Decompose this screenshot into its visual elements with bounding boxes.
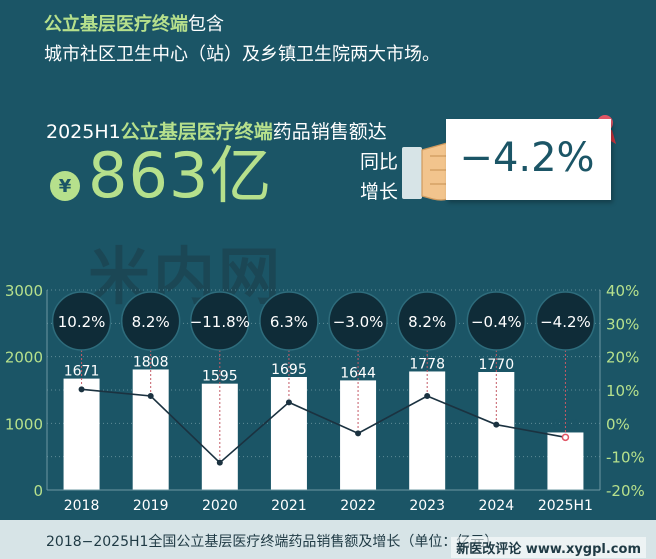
total-sales-value: 863亿	[88, 139, 273, 212]
bar-value-label: 1595	[202, 369, 238, 385]
bar	[132, 369, 169, 490]
growth-point	[147, 393, 154, 399]
left-tick-label: 1000	[5, 415, 43, 433]
bars	[63, 369, 584, 490]
growth-line-path	[81, 388, 566, 464]
growth-label: −0.4%	[471, 313, 522, 331]
watermark: 米内网	[88, 240, 284, 313]
source-watermark: 新医改评论 www.xygpl.com	[451, 537, 646, 558]
growth-bubble	[120, 291, 181, 351]
intro-line-2-prefix: 城市社区卫生中心（站）及乡镇卫生院	[44, 44, 350, 65]
yoy-value: −4.2%	[459, 135, 595, 181]
bar	[478, 372, 515, 490]
growth-label: 6.3%	[270, 313, 308, 331]
growth-label: −3.0%	[333, 313, 384, 331]
x-tick-label: 2022	[340, 498, 376, 514]
right-tick-label: 20%	[606, 349, 639, 367]
left-tick-label: 2000	[5, 349, 43, 367]
growth-bubble	[259, 291, 319, 351]
right-tick-label: 10%	[606, 382, 639, 400]
left-tick-label: 3000	[5, 282, 43, 300]
yoy-label-line-1: 同比	[360, 151, 399, 173]
headline-highlight: 公立基层医疗终端	[120, 121, 273, 143]
growth-point-highlight	[561, 433, 570, 442]
growth-bubble	[190, 291, 250, 351]
growth-point	[493, 421, 500, 428]
growth-label: 8.2%	[408, 313, 446, 331]
x-tick-label: 2023	[409, 498, 445, 514]
bar-value-label: 1770	[478, 357, 514, 373]
bar	[201, 383, 238, 490]
right-tick-label: 30%	[606, 315, 639, 333]
yoy-label-line-2: 增长	[360, 181, 399, 203]
growth-point	[285, 399, 292, 406]
yoy-card	[446, 119, 611, 200]
intro-line-1-rest: 包含	[188, 14, 224, 35]
intro-highlight: 公立基层医疗终端	[44, 14, 188, 35]
growth-line	[78, 386, 570, 466]
yen-icon: ¥	[50, 171, 80, 201]
x-axis: 2018 2019 2020 2021 2022 2023 2024 2025H1	[47, 489, 600, 514]
growth-bubble	[535, 291, 596, 351]
headline-period: 2025H1	[46, 121, 121, 143]
bar	[409, 371, 446, 490]
bar	[63, 378, 100, 490]
growth-bubble	[51, 291, 112, 351]
headline-suffix: 药品销售额达	[272, 121, 387, 143]
growth-bubble	[328, 291, 388, 351]
growth-point	[355, 430, 362, 437]
intro-line-1: 公立基层医疗终端包含	[44, 10, 224, 36]
right-tick-label: -10%	[606, 449, 645, 467]
growth-point	[424, 393, 431, 399]
bar	[547, 432, 584, 490]
left-tick-label: 0	[33, 482, 43, 500]
growth-label: −11.8%	[190, 313, 250, 331]
right-tick-label: 40%	[606, 282, 639, 300]
growth-point	[78, 386, 85, 393]
growth-label: −4.2%	[540, 313, 591, 331]
x-tick-label: 2024	[478, 498, 514, 514]
x-tick-label: 2025H1	[538, 498, 593, 514]
x-tick-label: 2021	[271, 498, 307, 514]
bar	[270, 377, 307, 490]
bar-value-label: 1778	[409, 356, 445, 372]
chart-caption: 2018−2025H1全国公立基层医疗终端药品销售额及增长（单位：亿元）	[46, 534, 499, 550]
right-tick-label: -20%	[606, 482, 645, 500]
intro-line-2: 城市社区卫生中心（站）及乡镇卫生院两大市场。	[44, 40, 440, 66]
growth-bubble	[397, 291, 457, 351]
x-tick-label: 2019	[133, 498, 169, 514]
growth-point	[216, 459, 223, 466]
x-tick-label: 2018	[64, 498, 100, 514]
headline: 2025H1公立基层医疗终端药品销售额达	[46, 117, 387, 144]
growth-label: 10.2%	[58, 313, 106, 331]
right-tick-label: 0%	[606, 415, 630, 433]
right-axis: 40% 30% 20% 10% 0% -10% -20%	[599, 282, 645, 500]
bar-value-label: 1644	[340, 365, 376, 381]
bar-value-label: 863	[552, 417, 579, 433]
intro-line-2-suffix: 两大市场。	[350, 44, 440, 65]
growth-bubbles: 10.2% 8.2% −11.8% 6.3% −3.0% 8.2% −0.4% −4.2%	[51, 291, 596, 459]
growth-label: 8.2%	[132, 313, 170, 331]
left-axis: 0 1000 2000 3000	[5, 282, 48, 500]
x-tick-label: 2020	[202, 498, 238, 514]
growth-bubble	[466, 291, 527, 351]
